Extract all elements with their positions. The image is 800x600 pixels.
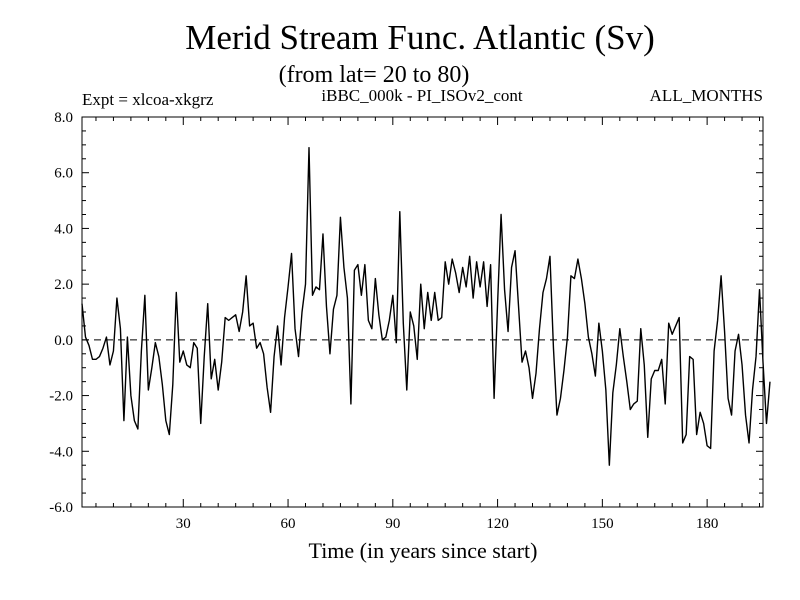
x-tick-label: 30: [176, 516, 191, 532]
y-tick-label: 6.0: [54, 166, 73, 182]
run-label: iBBC_000k - PI_ISOv2_cont: [321, 86, 522, 105]
chart-title: Merid Stream Func. Atlantic (Sv): [185, 18, 655, 57]
chart-subtitle: (from lat= 20 to 80): [279, 62, 470, 88]
x-tick-label: 90: [385, 516, 400, 532]
x-tick-label: 60: [281, 516, 296, 532]
y-tick-label: -2.0: [49, 389, 73, 405]
plot-area: 8.0 6.0 4.0 2.0 0.0 -2.0 -4.0 -6.0 30 60 90 120 150 1…: [49, 110, 771, 532]
expt-label: Expt = xlcoa-xkgrz: [82, 90, 214, 109]
y-tick-label: 4.0: [54, 221, 73, 237]
x-tick-label: 180: [696, 516, 719, 532]
y-tick-label: -4.0: [49, 444, 73, 460]
x-tick-label: 120: [486, 516, 509, 532]
y-tick-label: 2.0: [54, 277, 73, 293]
x-axis-label: Time (in years since start): [309, 538, 538, 563]
y-tick-label: 8.0: [54, 110, 73, 126]
y-tick-label: -6.0: [49, 500, 73, 516]
y-tick-label: 0.0: [54, 333, 73, 349]
months-label: ALL_MONTHS: [650, 86, 763, 105]
data-series-line: [81, 146, 771, 466]
x-tick-label: 150: [591, 516, 614, 532]
